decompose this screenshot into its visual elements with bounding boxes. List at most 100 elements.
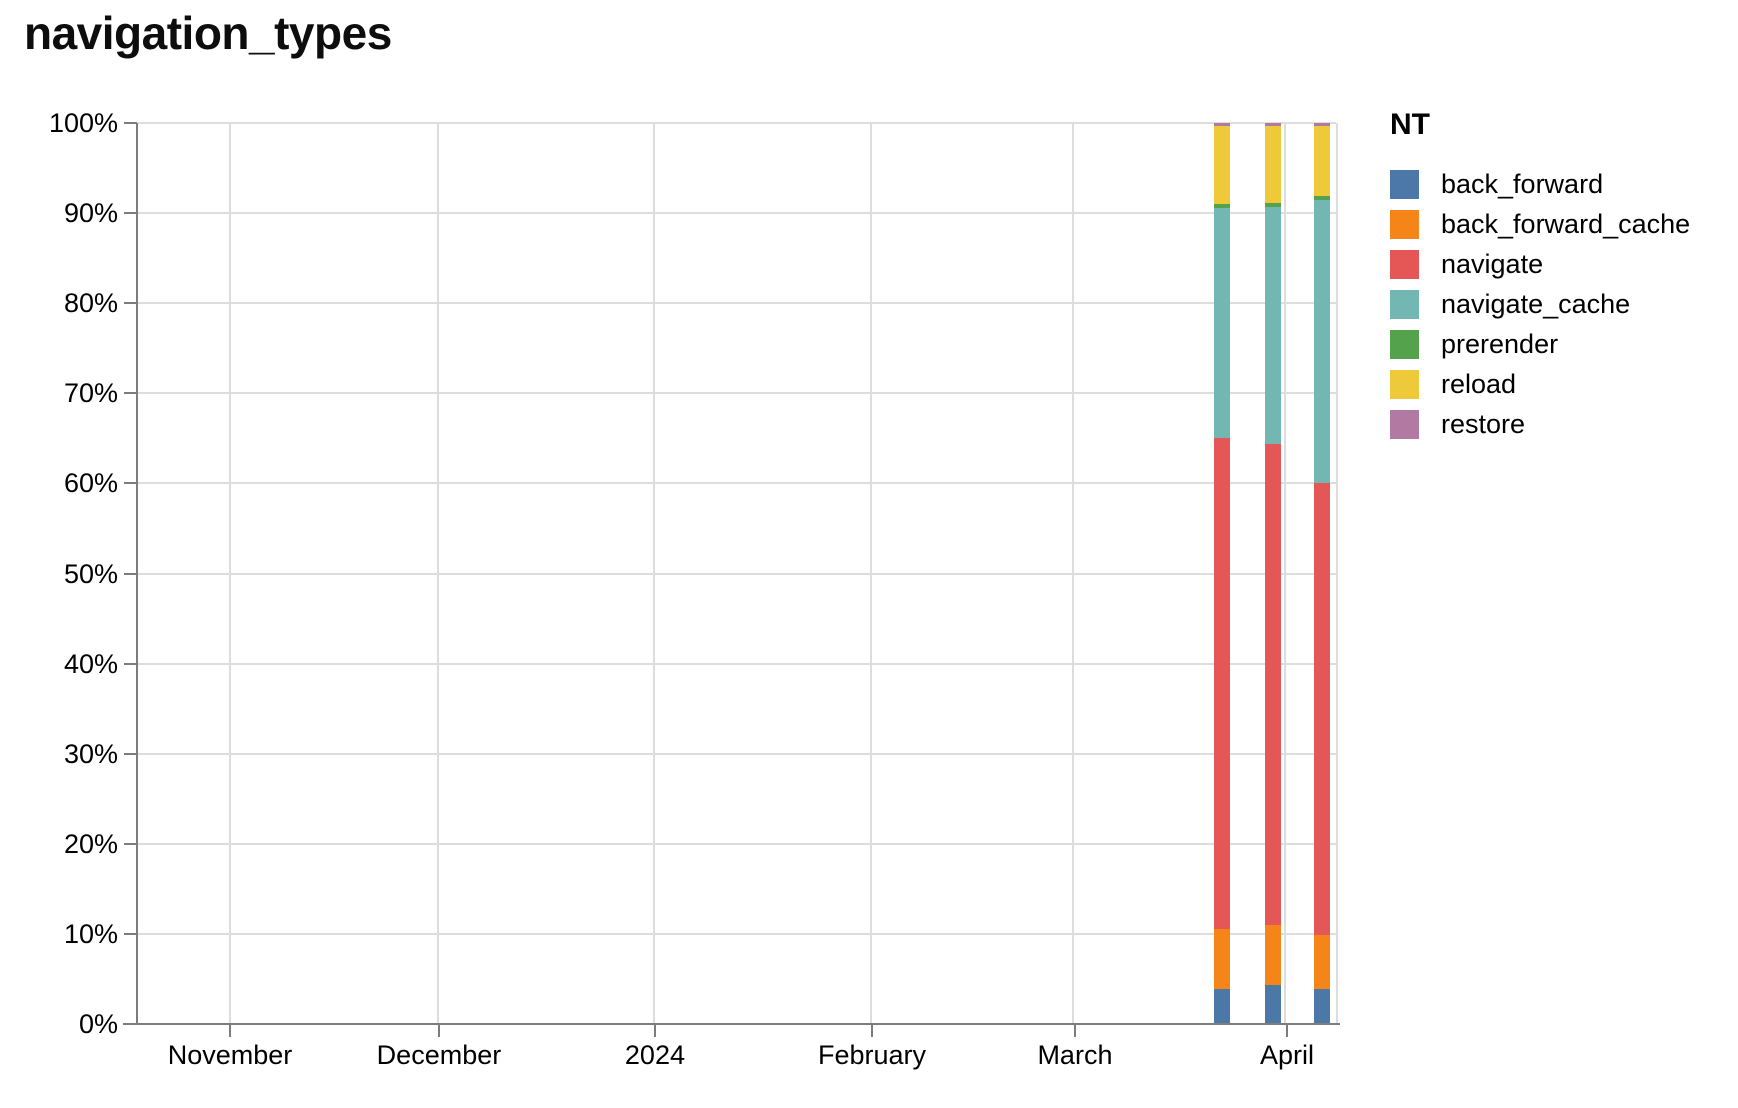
gridline-h xyxy=(138,302,1336,305)
legend-swatch-reload xyxy=(1390,369,1419,399)
legend-label: prerender xyxy=(1441,328,1559,359)
gridline-v xyxy=(437,123,440,1024)
y-axis-label: 50% xyxy=(63,558,118,589)
y-axis-tick xyxy=(124,392,137,395)
bar-segment-back_forward[interactable] xyxy=(1214,988,1231,1024)
legend-label: navigate_cache xyxy=(1441,288,1631,319)
legend-label: navigate xyxy=(1441,248,1544,279)
legend-swatch-navigate xyxy=(1390,249,1419,279)
y-axis-label: 80% xyxy=(63,288,118,319)
legend-swatch-back_forward xyxy=(1390,169,1419,199)
y-axis-label: 90% xyxy=(63,198,118,229)
x-axis-tick xyxy=(1073,1024,1076,1037)
legend-item-restore: restore xyxy=(1390,404,1730,444)
bar-segment-prerender[interactable] xyxy=(1264,203,1281,207)
bar-segment-reload[interactable] xyxy=(1214,125,1231,205)
bar-segment-navigate[interactable] xyxy=(1264,443,1281,925)
x-axis-tick xyxy=(437,1024,440,1037)
y-axis-label: 40% xyxy=(63,648,118,679)
y-axis-label: 100% xyxy=(48,108,118,138)
x-axis-tick xyxy=(653,1024,656,1037)
legend-swatch-restore xyxy=(1390,409,1419,439)
legend-item-navigate: navigate xyxy=(1390,244,1730,284)
y-axis-tick xyxy=(124,932,137,935)
bar-segment-prerender[interactable] xyxy=(1214,204,1231,208)
bar-segment-back_forward_cache[interactable] xyxy=(1313,934,1330,989)
x-axis-label: March xyxy=(1037,1040,1113,1070)
gridline-h xyxy=(138,842,1336,845)
gridline-h xyxy=(138,212,1336,215)
y-axis-tick xyxy=(124,122,137,124)
bar-segment-reload[interactable] xyxy=(1313,125,1330,196)
bar-segment-navigate_cache[interactable] xyxy=(1214,207,1231,439)
x-axis-tick xyxy=(229,1024,232,1037)
x-axis-label: February xyxy=(818,1040,927,1070)
chart-title: navigation_types xyxy=(24,7,392,59)
legend-label: back_forward xyxy=(1441,168,1604,199)
gridline-h xyxy=(138,752,1336,755)
y-axis-tick xyxy=(124,752,137,755)
x-axis-tick xyxy=(1286,1024,1288,1037)
gridline-v xyxy=(1072,123,1075,1024)
gridline-h xyxy=(138,392,1336,395)
gridline-h xyxy=(138,932,1336,935)
x-axis-label: December xyxy=(376,1040,502,1070)
legend-swatch-prerender xyxy=(1390,329,1419,359)
x-axis-label: November xyxy=(167,1040,293,1070)
stacked-bar xyxy=(1313,123,1330,1024)
y-axis-domain-line xyxy=(136,123,138,1024)
gridline-h xyxy=(138,482,1336,485)
legend-swatch-navigate_cache xyxy=(1390,289,1419,319)
x-axis-label: 2024 xyxy=(624,1040,685,1070)
bar-segment-navigate_cache[interactable] xyxy=(1313,199,1330,484)
gridline-h xyxy=(138,122,1336,124)
bar-segment-back_forward_cache[interactable] xyxy=(1214,928,1231,989)
gridline-h xyxy=(138,662,1336,665)
bar-segment-back_forward[interactable] xyxy=(1264,985,1281,1024)
bar-segment-navigate[interactable] xyxy=(1214,438,1231,929)
bar-segment-restore[interactable] xyxy=(1264,123,1281,126)
bar-segment-navigate_cache[interactable] xyxy=(1264,206,1281,444)
bar-segment-reload[interactable] xyxy=(1264,125,1281,204)
y-axis-tick xyxy=(124,842,137,845)
y-axis-tick xyxy=(124,572,137,575)
bar-segment-restore[interactable] xyxy=(1214,123,1231,126)
gridline-v xyxy=(869,123,872,1024)
stacked-bar xyxy=(1214,123,1231,1024)
bar-segment-back_forward_cache[interactable] xyxy=(1264,924,1281,986)
legend-item-reload: reload xyxy=(1390,364,1730,404)
gridline-v xyxy=(228,123,231,1024)
y-axis-label: 20% xyxy=(63,828,118,859)
y-axis-label: 60% xyxy=(63,468,118,499)
gridline-h xyxy=(138,572,1336,575)
legend-item-back_forward_cache: back_forward_cache xyxy=(1390,204,1730,244)
legend-title: NT xyxy=(1390,108,1430,141)
legend-swatch-back_forward_cache xyxy=(1390,209,1419,239)
legend-label: back_forward_cache xyxy=(1441,208,1691,239)
x-axis-tick xyxy=(871,1024,874,1037)
bar-segment-navigate[interactable] xyxy=(1313,483,1330,935)
y-axis-tick xyxy=(124,302,137,305)
x-axis-domain-line xyxy=(123,1023,1340,1025)
y-axis-label: 30% xyxy=(63,738,118,769)
bar-segment-back_forward[interactable] xyxy=(1313,988,1330,1024)
legend-items: back_forward back_forward_cache navigate na… xyxy=(1390,164,1730,444)
legend-label: restore xyxy=(1441,408,1526,439)
y-axis-label: 10% xyxy=(63,918,118,949)
legend-item-back_forward: back_forward xyxy=(1390,164,1730,204)
y-axis-label: 0% xyxy=(78,1009,118,1039)
x-axis-label: April xyxy=(1259,1040,1315,1070)
y-axis-label: 70% xyxy=(63,378,118,409)
gridline-v xyxy=(1284,123,1287,1024)
legend-label: reload xyxy=(1441,368,1517,399)
legend-item-navigate_cache: navigate_cache xyxy=(1390,284,1730,324)
stacked-bar xyxy=(1264,123,1281,1024)
legend-item-prerender: prerender xyxy=(1390,324,1730,364)
y-axis-tick xyxy=(124,212,137,215)
bar-segment-restore[interactable] xyxy=(1313,123,1330,126)
y-axis-tick xyxy=(124,482,137,485)
y-axis-tick xyxy=(124,662,137,665)
gridline-v xyxy=(653,123,656,1024)
bar-segment-prerender[interactable] xyxy=(1313,196,1330,200)
y-axis-tick xyxy=(124,1023,137,1025)
